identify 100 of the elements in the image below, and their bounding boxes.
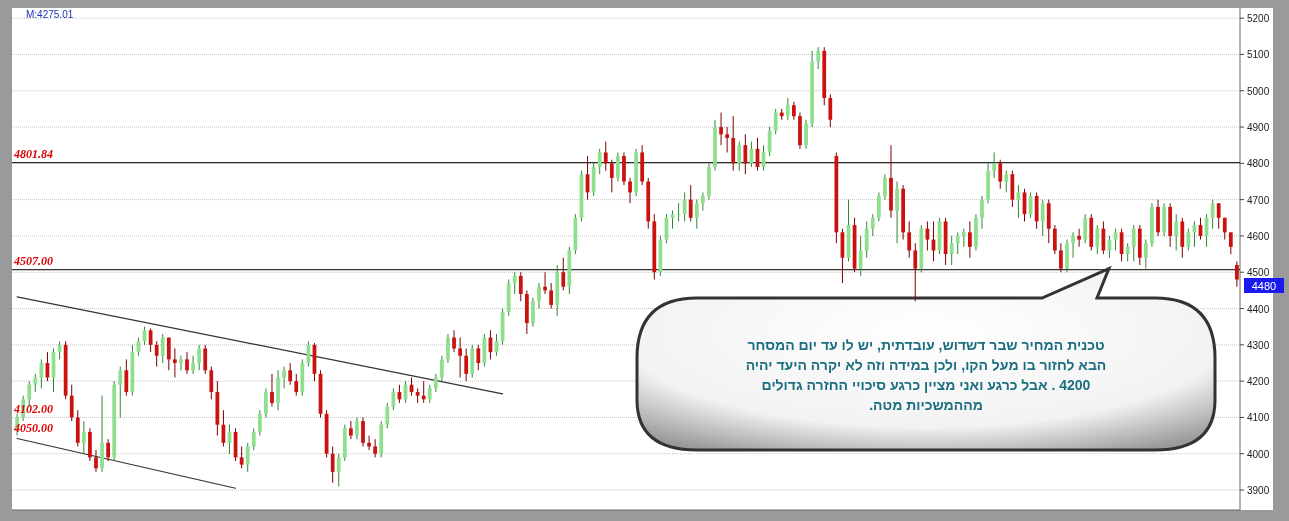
- y-tick-label: 4100: [1247, 412, 1270, 424]
- candlestick: [440, 355, 444, 382]
- candlestick: [336, 453, 341, 487]
- candlestick: [282, 366, 286, 389]
- candlestick: [330, 445, 335, 484]
- candlestick: [124, 358, 129, 397]
- candlestick: [694, 199, 699, 230]
- candlestick: [391, 387, 396, 411]
- candlestick: [1174, 213, 1179, 251]
- candlestick: [609, 159, 614, 193]
- candlestick: [209, 366, 214, 400]
- candlestick: [1228, 231, 1233, 255]
- candlestick: [907, 220, 912, 259]
- candlestick: [1040, 199, 1045, 237]
- ref-line-label: 4801.84: [13, 146, 53, 161]
- candlestick: [361, 416, 365, 447]
- candlestick: [858, 235, 863, 277]
- candlestick: [561, 257, 566, 291]
- candlestick: [251, 427, 256, 451]
- annotation: טכנית המחיר שבר דשדוש, עובדתית, יש לו עד יום המסחר הבא לחזור בו מעל הקו, ולכן במידה וזה לא יקרה היעד יהיה 4200 . אבל כרגע ואני מציין כרגע סיכויי החזרה גדולים מההמשכיות מטה.: [745, 337, 1107, 413]
- candlestick: [700, 191, 705, 212]
- candlestick: [949, 235, 954, 266]
- y-tick-label: 4800: [1247, 158, 1270, 170]
- candlestick: [433, 373, 438, 393]
- candlestick: [628, 177, 632, 204]
- candlestick: [531, 297, 535, 328]
- candlestick: [828, 93, 833, 128]
- annotation: 4050.00: [13, 421, 53, 435]
- candlestick: [549, 282, 554, 310]
- candlestick: [913, 242, 918, 302]
- candlestick: [294, 373, 299, 397]
- candlestick: [773, 108, 778, 135]
- candlestick: [476, 344, 481, 371]
- candlestick: [39, 358, 44, 389]
- candlestick: [239, 445, 244, 469]
- candlestick: [458, 337, 462, 379]
- candlestick: [427, 384, 432, 404]
- candlestick: [876, 191, 881, 222]
- candlestick: [1186, 228, 1191, 251]
- candlestick: [883, 173, 887, 201]
- candlestick: [597, 148, 602, 175]
- y-tick-label: 4200: [1247, 376, 1270, 388]
- candlestick: [446, 333, 450, 364]
- candlestick: [864, 220, 869, 259]
- candlestick: [464, 347, 469, 382]
- candlestick: [804, 119, 808, 150]
- candlestick: [1083, 213, 1088, 244]
- candlestick: [1235, 260, 1239, 288]
- candlestick: [173, 347, 177, 379]
- y-tick-label: 4500: [1247, 267, 1270, 279]
- y-tick-label: 3900: [1247, 485, 1270, 497]
- candlestick: [961, 228, 966, 248]
- candlestick: [1059, 242, 1063, 273]
- y-tick-label: 4300: [1247, 339, 1270, 351]
- candlestick: [968, 220, 972, 259]
- candlestick: [106, 438, 111, 462]
- candlestick: [197, 344, 202, 371]
- candlestick: [264, 387, 268, 418]
- candlestick: [385, 402, 390, 429]
- candlestick: [191, 355, 195, 375]
- candlestick: [992, 151, 997, 179]
- candlestick: [719, 112, 723, 146]
- candlestick: [743, 133, 748, 175]
- candlestick: [1210, 199, 1215, 230]
- candlestick: [518, 271, 523, 302]
- candlestick: [154, 340, 159, 368]
- candlestick: [69, 384, 74, 422]
- candlestick: [179, 355, 183, 371]
- y-tick-label: 4400: [1247, 303, 1270, 315]
- candlestick: [355, 416, 359, 440]
- candlestick: [166, 337, 171, 371]
- y-tick-label: 5200: [1247, 13, 1270, 25]
- candlestick: [955, 231, 960, 255]
- candlestick: [785, 97, 790, 121]
- candlestick: [998, 159, 1003, 190]
- ref-line-label: 4507.00: [13, 253, 53, 268]
- candlestick: [537, 282, 541, 310]
- candlestick: [1143, 239, 1148, 270]
- candlestick: [118, 366, 123, 418]
- y-tick-label: 5000: [1247, 85, 1270, 97]
- candlestick: [870, 213, 875, 237]
- candlestick: [1004, 170, 1009, 193]
- candlestick: [1071, 231, 1075, 259]
- candlestick: [1095, 224, 1100, 255]
- candlestick: [1077, 228, 1081, 248]
- candlestick: [616, 151, 620, 182]
- candlestick: [512, 271, 517, 295]
- candlestick: [94, 449, 98, 473]
- candlestick: [1131, 224, 1136, 262]
- annotation: 4102.00: [13, 402, 53, 416]
- candlestick: [725, 126, 730, 153]
- candlestick: [792, 101, 796, 121]
- candlestick: [257, 409, 262, 437]
- candlestick: [81, 420, 86, 455]
- candlestick: [980, 195, 984, 230]
- candlestick: [737, 141, 742, 172]
- candlestick: [270, 373, 274, 408]
- candlestick: [33, 373, 38, 393]
- y-tick-label: 4900: [1247, 122, 1270, 134]
- candlestick: [373, 438, 378, 458]
